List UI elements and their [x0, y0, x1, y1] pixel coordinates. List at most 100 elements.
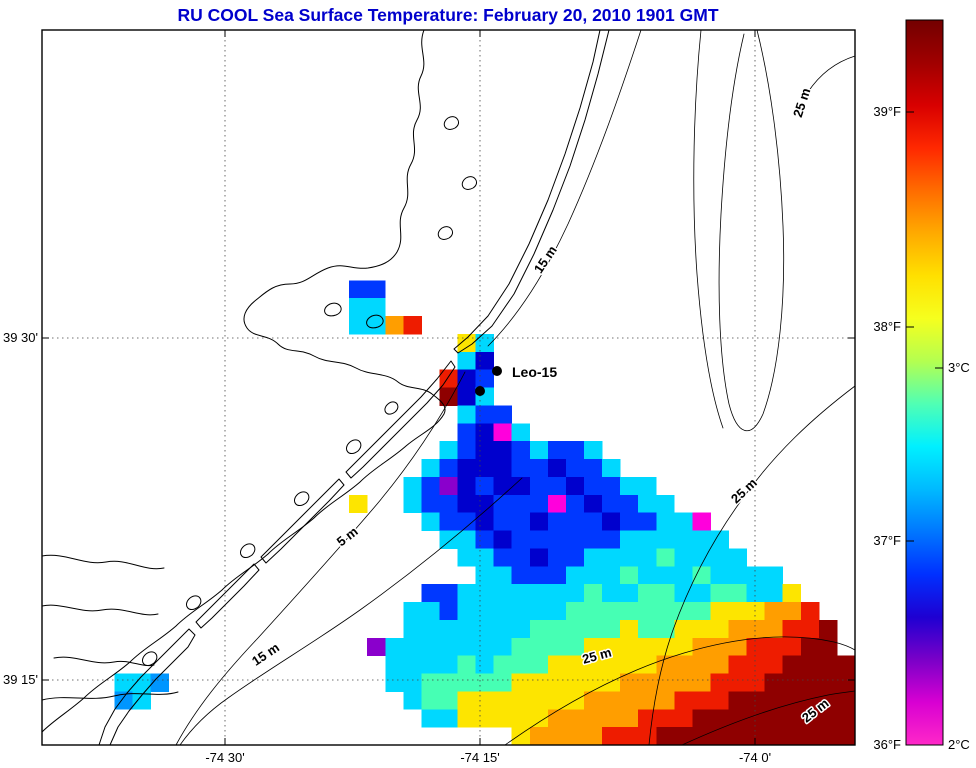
sst-cell: [638, 512, 657, 531]
sst-cell: [584, 566, 603, 585]
sst-cell: [728, 602, 747, 621]
sst-cell: [547, 584, 567, 603]
sst-cell: [836, 655, 855, 674]
sst-cell: [728, 619, 747, 639]
sst-cell: [493, 584, 513, 603]
sst-cell: [439, 530, 458, 549]
sst-heatmap-layer: [114, 280, 855, 745]
sst-cell: [692, 602, 711, 621]
sst-cell: [421, 512, 440, 531]
bathymetry-contours: [175, 29, 856, 746]
sst-cell: [529, 476, 549, 496]
sst-cell: [421, 494, 440, 514]
sst-cell: [493, 512, 513, 531]
sst-cell: [439, 387, 458, 406]
sst-cell: [511, 584, 531, 603]
sst-cell: [475, 637, 495, 657]
sst-cell: [565, 566, 585, 585]
sst-cell: [349, 494, 368, 514]
sst-cell: [565, 637, 585, 657]
sst-cell: [782, 584, 802, 603]
sst-cell: [800, 602, 820, 621]
sst-cell: [674, 530, 693, 549]
sst-cell: [728, 584, 747, 603]
sst-cell: [493, 655, 513, 674]
sst-cell: [457, 548, 476, 567]
sst-cell: [692, 673, 711, 692]
sst-cell: [403, 619, 422, 639]
sst-cell: [457, 619, 476, 639]
sst-cell: [620, 727, 639, 745]
sst-cell: [439, 673, 458, 692]
sst-cell: [439, 459, 458, 478]
sst-cell: [511, 459, 531, 478]
sst-cell: [475, 566, 495, 585]
sst-cell: [114, 691, 133, 710]
sst-cell: [367, 298, 386, 317]
sst-cell: [475, 584, 495, 603]
sst-cell: [620, 548, 639, 567]
sst-cell: [764, 619, 784, 639]
sst-cell: [620, 530, 639, 549]
sst-cell: [529, 584, 549, 603]
sst-cell: [421, 691, 440, 710]
sst-cell: [656, 548, 675, 567]
sst-cell: [475, 619, 495, 639]
sst-cell: [511, 548, 531, 567]
sst-cell: [493, 548, 513, 567]
sst-cell: [511, 494, 531, 514]
sst-cell: [529, 619, 549, 639]
sst-cell: [150, 673, 169, 692]
sst-cell: [602, 655, 621, 674]
sst-cell: [584, 530, 603, 549]
sst-cell: [511, 709, 531, 728]
sst-cell: [584, 619, 603, 639]
contour-topright-fragment: [807, 55, 856, 93]
sst-cell: [710, 637, 729, 657]
sst-cell: [439, 441, 458, 460]
sst-cell: [602, 637, 621, 657]
sst-cell: [493, 602, 513, 621]
sst-cell: [457, 459, 476, 478]
sst-cell: [638, 584, 657, 603]
sst-cell: [584, 691, 603, 710]
sst-cell: [692, 619, 711, 639]
sst-cell: [746, 619, 766, 639]
sst-cell: [656, 619, 675, 639]
sst-cell: [403, 316, 422, 335]
sst-cell: [493, 423, 513, 442]
contour-15m-north: [487, 29, 642, 347]
sst-cell: [439, 637, 458, 657]
contour-25m-mid: [648, 385, 856, 746]
sst-cell: [547, 476, 567, 496]
sst-cell: [764, 727, 784, 745]
sst-cell: [457, 405, 476, 424]
sst-cell: [692, 691, 711, 710]
sst-cell: [728, 673, 747, 692]
sst-cell: [547, 709, 567, 728]
sst-cell: [493, 637, 513, 657]
sst-cell: [656, 494, 675, 514]
sst-cell: [674, 566, 693, 585]
sst-cell: [565, 709, 585, 728]
sst-cell: [475, 548, 495, 567]
sst-cell: [746, 602, 766, 621]
sst-cell: [602, 691, 621, 710]
sst-cell: [547, 548, 567, 567]
sst-cell: [529, 727, 549, 745]
sst-cell: [457, 512, 476, 531]
sst-cell: [565, 459, 585, 478]
sst-cell: [584, 584, 603, 603]
depth-contour-label-15m: 15 m: [249, 640, 282, 669]
sst-cell: [674, 619, 693, 639]
sst-cell: [385, 655, 404, 674]
station-dot: [475, 386, 485, 396]
sst-cell: [475, 602, 495, 621]
contour-25m-bottom-right: [681, 690, 856, 746]
sst-cell: [674, 673, 693, 692]
sst-cell: [475, 369, 495, 388]
sst-cell: [367, 316, 386, 335]
sst-cell: [529, 655, 549, 674]
mainland-coast: [41, 29, 446, 733]
marsh-islands: [142, 116, 477, 667]
